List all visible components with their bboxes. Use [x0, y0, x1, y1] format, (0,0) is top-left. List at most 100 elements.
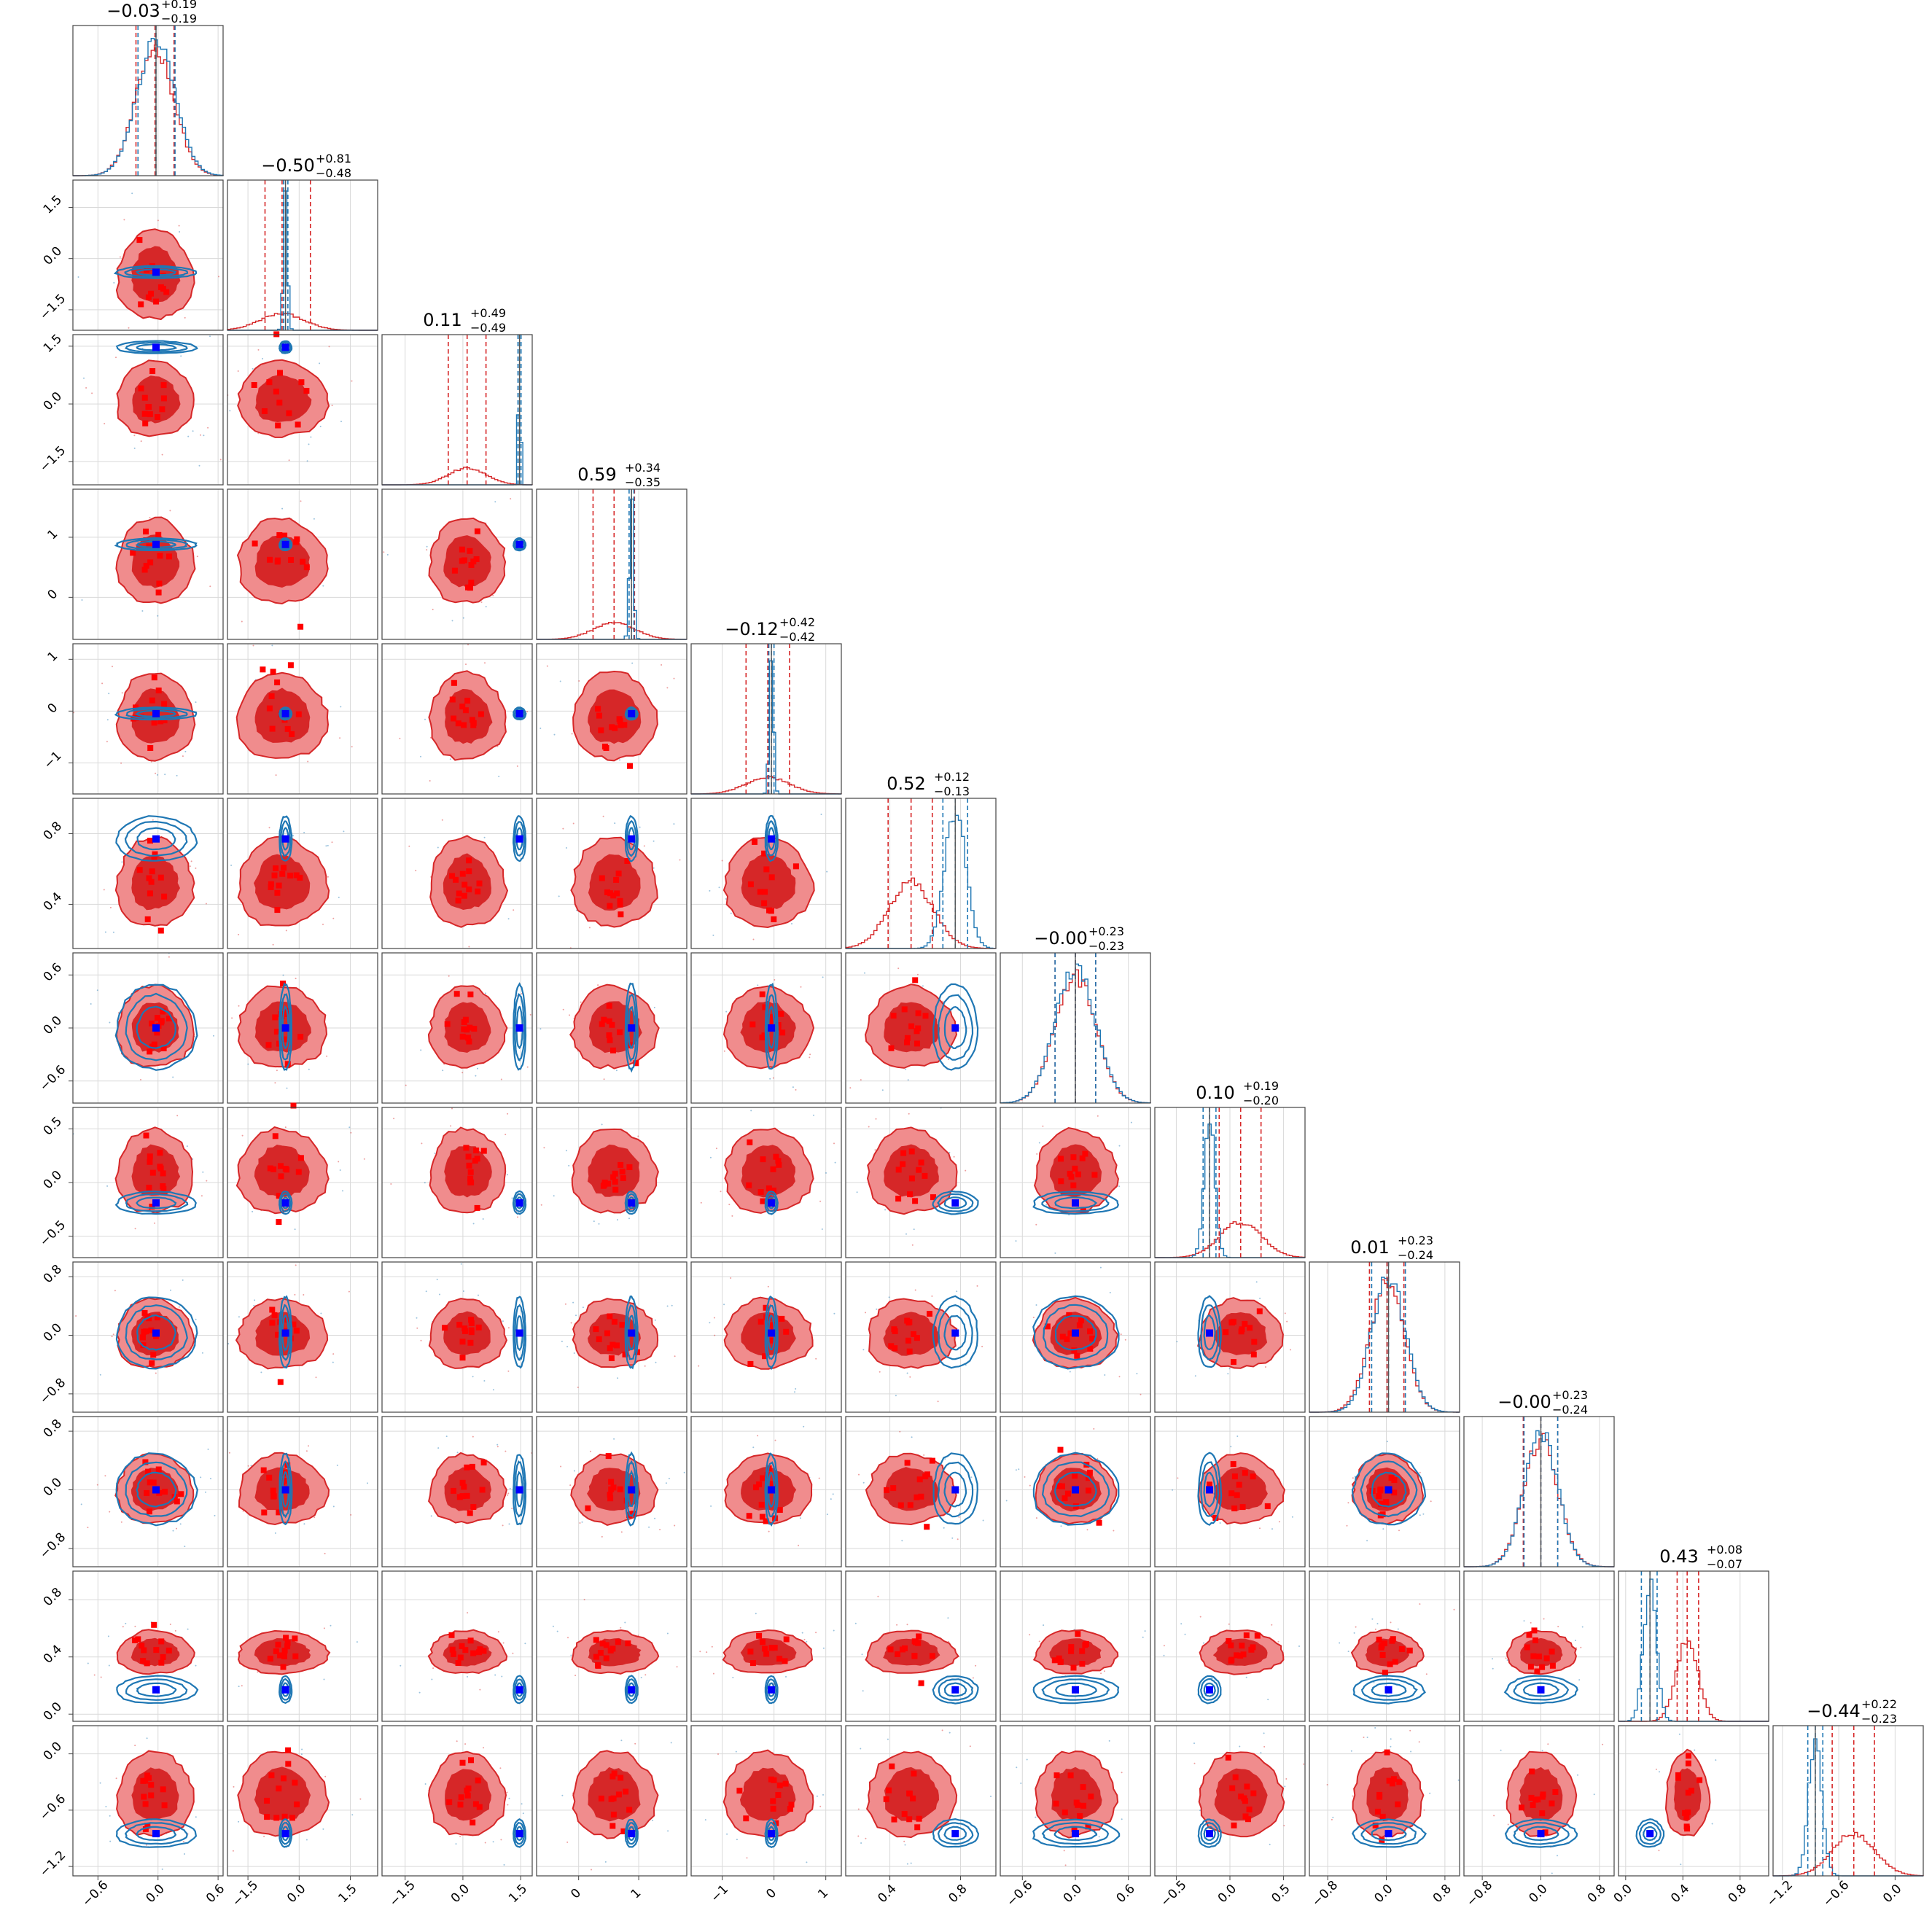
marker-a-square: [461, 892, 467, 899]
contour-b-1: [938, 1678, 974, 1701]
pair-sample-dot: [1194, 1375, 1196, 1377]
pair-sample-dot: [667, 1830, 669, 1832]
marker-b-square: [281, 1686, 289, 1694]
pair-sample-dot: [187, 435, 190, 437]
y-tick-label: −0.8: [37, 1376, 69, 1407]
pair-sample-dot: [367, 1482, 368, 1484]
marker-a-square: [782, 1658, 788, 1664]
pair-panel-9-0: [72, 1416, 224, 1567]
marker-a-square: [627, 763, 633, 769]
marker-a-square: [459, 870, 466, 877]
marker-a-square: [1526, 1632, 1532, 1638]
pair-sample-dot: [1203, 1642, 1204, 1644]
pair-sample-dot: [1230, 1446, 1232, 1448]
marker-a-square: [467, 1339, 474, 1346]
marker-a-square: [596, 712, 602, 719]
pair-sample-dot: [109, 906, 112, 908]
pair-sample-dot: [201, 1352, 203, 1354]
pair-sample-dot: [1457, 1779, 1460, 1781]
pair-sample-dot: [1593, 1793, 1595, 1796]
pair-panel-4-1: [227, 643, 378, 795]
contour-b-1: [766, 820, 777, 857]
pair-sample-dot: [704, 1819, 706, 1821]
pair-11-0-frame: [72, 1725, 224, 1877]
contour-b-2: [278, 1675, 293, 1705]
pair-sample-dot: [714, 1334, 716, 1336]
pair-sample-dot: [1278, 1521, 1280, 1523]
pair-panel-6-3: [536, 952, 688, 1104]
marker-a-square: [147, 1479, 153, 1486]
pair-sample-dot: [931, 1295, 933, 1297]
marker-a-square: [472, 1158, 478, 1164]
pair-sample-dot: [282, 974, 284, 976]
marker-a-square: [140, 1334, 146, 1341]
marker-a-square: [298, 379, 305, 386]
pair-sample-dot: [200, 1476, 202, 1479]
pair-sample-dot: [483, 1747, 485, 1749]
marker-a-square: [1074, 1352, 1080, 1359]
marker-a-square: [1068, 1644, 1075, 1651]
pair-sample-dot: [418, 1691, 421, 1694]
marker-a-square: [473, 1148, 480, 1153]
pair-sample-dot: [104, 423, 106, 425]
marker-a-square: [1398, 1646, 1405, 1652]
marker-a-square: [617, 897, 623, 904]
pair-10-0-frame: [72, 1570, 224, 1722]
pair-sample-dot: [305, 1839, 308, 1841]
pair-sample-dot: [431, 1678, 433, 1680]
marker-a-square: [1077, 1813, 1083, 1819]
pair-sample-dot: [179, 231, 181, 233]
diag-panel-11: −0.44 +0.22−0.23: [1772, 1697, 1924, 1877]
marker-a-square: [286, 410, 292, 416]
marker-a-square: [442, 1325, 448, 1331]
diag-7-frame: [1154, 1107, 1306, 1258]
marker-a-square: [1529, 1768, 1535, 1775]
contour-b-2: [1352, 1818, 1427, 1848]
marker-a-square: [619, 1168, 626, 1175]
pair-sample-dot: [815, 1358, 817, 1360]
marker-a-square: [281, 865, 287, 871]
pair-sample-dot: [295, 1264, 297, 1266]
marker-b-square: [515, 1686, 523, 1694]
contour-b-1: [1200, 1304, 1219, 1360]
marker-a-square: [268, 693, 275, 699]
pair-sample-dot: [445, 1436, 448, 1438]
contour-b-1: [937, 1461, 974, 1518]
marker-a-square: [155, 414, 160, 420]
pair-sample-dot: [348, 1290, 350, 1293]
y-tick-label: −0.6: [37, 1792, 69, 1823]
pair-sample-dot: [949, 1732, 951, 1734]
marker-b-square: [768, 1686, 776, 1694]
y-tick-label: 0.8: [41, 1585, 65, 1609]
contour-b-0: [1643, 1826, 1658, 1842]
marker-a-square: [464, 698, 471, 704]
contour-b-2: [512, 1190, 527, 1215]
pair-sample-dot: [768, 1530, 770, 1532]
marker-a-square: [747, 1648, 754, 1655]
marker-a-square: [157, 284, 164, 290]
pair-sample-dot: [944, 1458, 946, 1460]
pair-9-0-frame: [72, 1416, 224, 1567]
marker-a-square: [143, 1132, 149, 1139]
pair-sample-dot: [1108, 1740, 1110, 1742]
pair-sample-dot: [300, 1753, 303, 1756]
marker-a-square: [1089, 1335, 1096, 1341]
marker-a-square: [1685, 1809, 1691, 1815]
marker-a-square: [891, 1816, 897, 1823]
marker-a-square: [292, 1780, 298, 1786]
pair-sample-dot: [501, 1675, 503, 1678]
marker-a-square: [451, 567, 458, 574]
pair-sample-dot: [492, 1841, 494, 1843]
diag-hist-b-11: [1773, 1738, 1923, 1877]
pair-sample-dot: [174, 1629, 176, 1632]
x-tick-label: 0.4: [875, 1882, 899, 1906]
marker-a-square: [604, 889, 610, 895]
pair-sample-dot: [562, 827, 564, 830]
x-tick-label: 0.0: [1611, 1882, 1635, 1906]
pair-sample-dot: [806, 1861, 808, 1863]
marker-a-square: [889, 1763, 895, 1769]
marker-a-square: [904, 1460, 911, 1466]
pair-sample-dot: [363, 1158, 365, 1160]
pair-sample-dot: [325, 845, 327, 847]
y-tick-label: 0.6: [41, 960, 65, 984]
